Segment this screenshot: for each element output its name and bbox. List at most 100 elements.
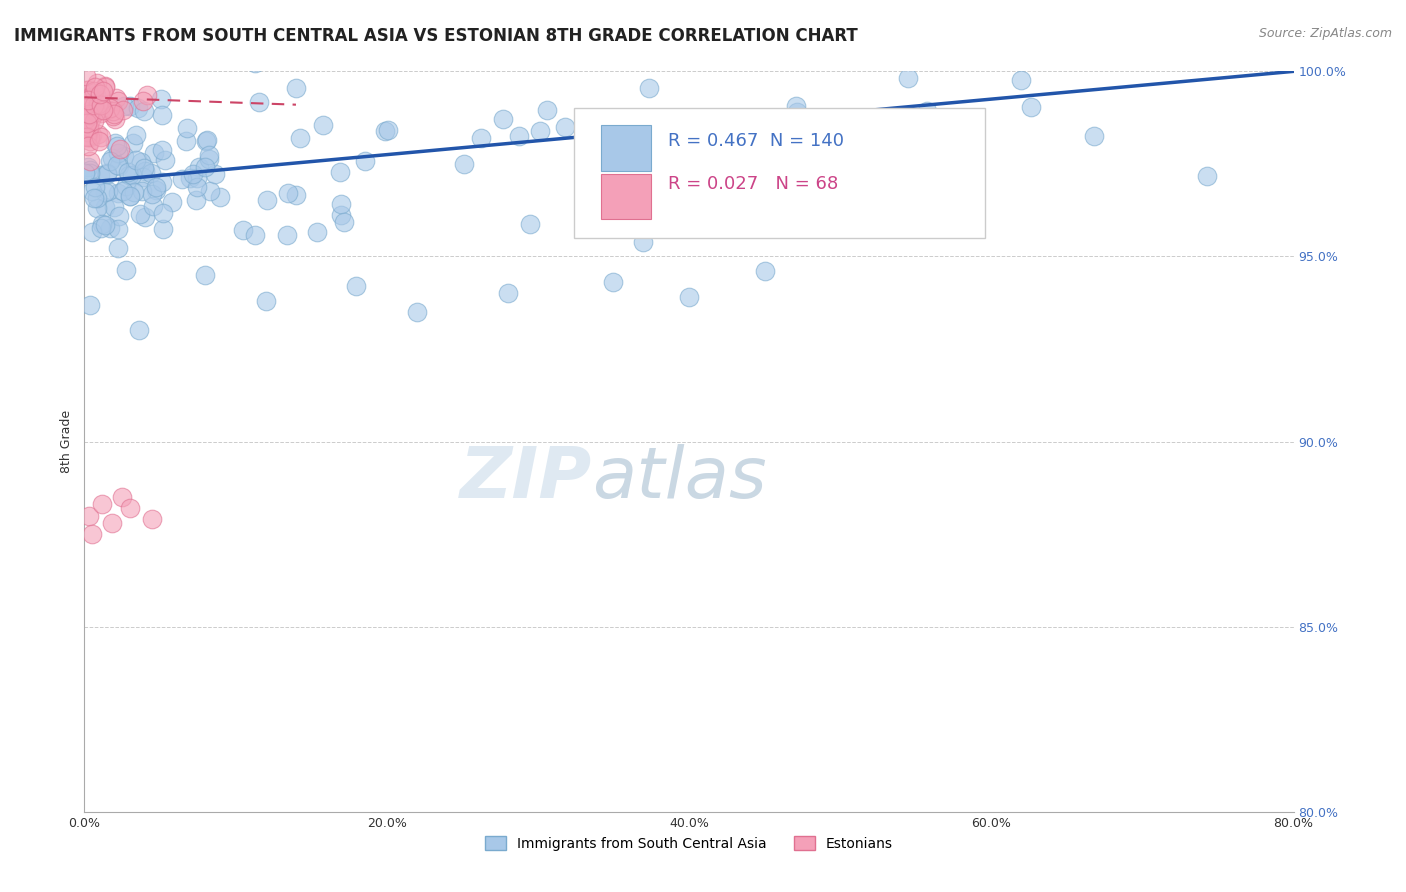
Point (107, 241, 129, 255)
Text: ZIP: ZIP (460, 444, 592, 513)
Point (112, 184, 135, 198)
Point (554, 120, 576, 135)
Point (104, 112, 127, 126)
Point (104, 136, 127, 151)
Point (98, 154, 121, 169)
Point (108, 142, 131, 156)
Point (76, 92, 98, 106)
Point (247, 95, 270, 110)
Point (90, 130, 112, 145)
Point (915, 103, 938, 118)
Point (132, 169, 155, 184)
Point (612, 180, 634, 194)
Point (145, 183, 167, 197)
Point (453, 157, 475, 171)
Point (198, 152, 221, 166)
Point (79, 134, 101, 148)
Point (97, 103, 120, 117)
Point (312, 118, 335, 132)
Point (134, 211, 156, 225)
Point (80, 184, 103, 198)
Point (305, 225, 328, 239)
Point (83, 98, 105, 112)
Point (93, 79, 115, 94)
Point (131, 155, 153, 169)
Point (79, 108, 101, 122)
Point (96, 167, 118, 181)
Point (79, 107, 101, 121)
Point (184, 193, 207, 207)
Point (1195, 169, 1218, 183)
Point (84, 105, 107, 120)
Point (1246, 47, 1268, 62)
Point (90, 98, 112, 112)
Point (107, 186, 129, 200)
Point (121, 168, 143, 182)
Point (132, 94, 155, 108)
Point (108, 209, 131, 223)
Point (134, 163, 156, 178)
Point (141, 166, 163, 180)
Point (785, 98, 807, 112)
Point (862, 117, 884, 131)
Point (186, 179, 208, 194)
Point (79, 298, 101, 312)
Point (79, 162, 101, 177)
Point (897, 70, 920, 85)
Point (346, 279, 368, 293)
Point (195, 134, 218, 148)
Y-axis label: 8th Grade: 8th Grade (59, 410, 73, 473)
Point (87, 134, 110, 148)
Point (288, 130, 311, 145)
Point (75, 112, 97, 127)
Text: atlas: atlas (592, 444, 766, 513)
Point (332, 214, 354, 228)
Point (122, 185, 145, 199)
Point (120, 189, 142, 203)
Point (83, 84, 105, 98)
Point (152, 206, 174, 220)
Point (496, 286, 519, 301)
Point (76, 83, 98, 97)
Point (97, 184, 120, 198)
Point (276, 227, 298, 242)
Legend: Immigrants from South Central Asia, Estonians: Immigrants from South Central Asia, Esto… (479, 830, 898, 856)
Point (638, 81, 661, 95)
Point (678, 290, 700, 304)
Point (84, 87, 107, 102)
Point (179, 170, 201, 185)
Point (89, 97, 111, 112)
Point (83, 114, 105, 128)
Point (330, 197, 353, 211)
Point (91, 84, 114, 98)
Point (329, 208, 352, 222)
Point (90, 217, 112, 231)
Point (86, 191, 108, 205)
Point (187, 160, 209, 174)
FancyBboxPatch shape (574, 109, 986, 238)
Point (103, 200, 125, 214)
Text: IMMIGRANTS FROM SOUTH CENTRAL ASIA VS ESTONIAN 8TH GRADE CORRELATION CHART: IMMIGRANTS FROM SOUTH CENTRAL ASIA VS ES… (14, 27, 858, 45)
Point (754, 264, 776, 278)
Point (83, 191, 105, 205)
Point (821, 132, 844, 146)
Point (77, 120, 100, 135)
Point (79, 166, 101, 180)
Point (1010, 73, 1032, 87)
Point (602, 276, 624, 290)
Point (170, 172, 193, 186)
Point (114, 262, 136, 277)
Point (125, 153, 148, 167)
Point (121, 136, 143, 150)
Point (76, 93, 98, 107)
Point (112, 99, 135, 113)
Point (519, 218, 541, 232)
Point (406, 305, 429, 319)
Point (374, 124, 396, 138)
Point (284, 81, 307, 95)
Point (75, 129, 97, 144)
Point (103, 104, 125, 119)
Point (90, 106, 112, 120)
Point (79, 104, 101, 119)
Point (141, 187, 163, 202)
